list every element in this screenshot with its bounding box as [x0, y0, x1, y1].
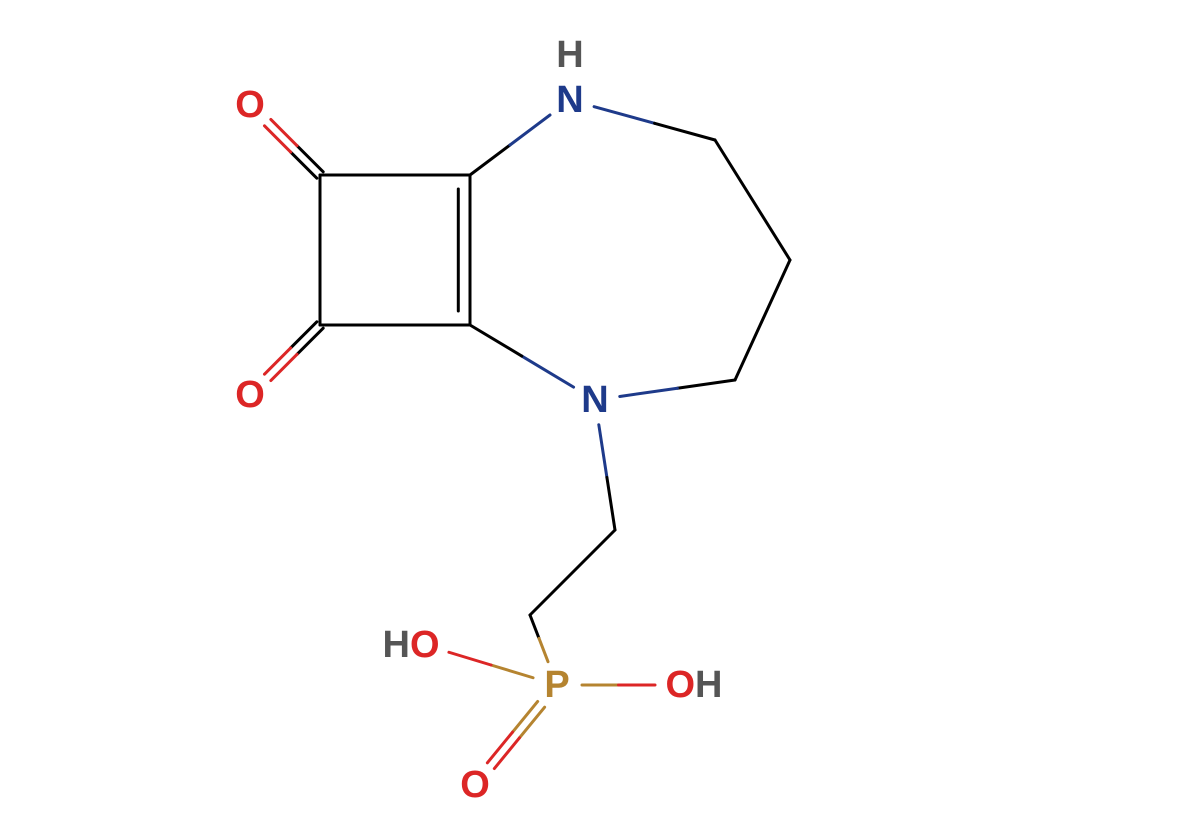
- atom-P: P: [544, 664, 569, 706]
- atom-O: OH: [665, 664, 722, 706]
- atom-N: N: [556, 79, 583, 121]
- atom-O: HO: [382, 624, 439, 666]
- atom-N: N: [581, 379, 608, 421]
- molecule-diagram: NHNOOPHOOHO: [0, 0, 1191, 837]
- atom-H: H: [556, 34, 583, 76]
- atom-O: O: [235, 374, 265, 416]
- atom-O: O: [460, 764, 490, 806]
- atom-O: O: [235, 84, 265, 126]
